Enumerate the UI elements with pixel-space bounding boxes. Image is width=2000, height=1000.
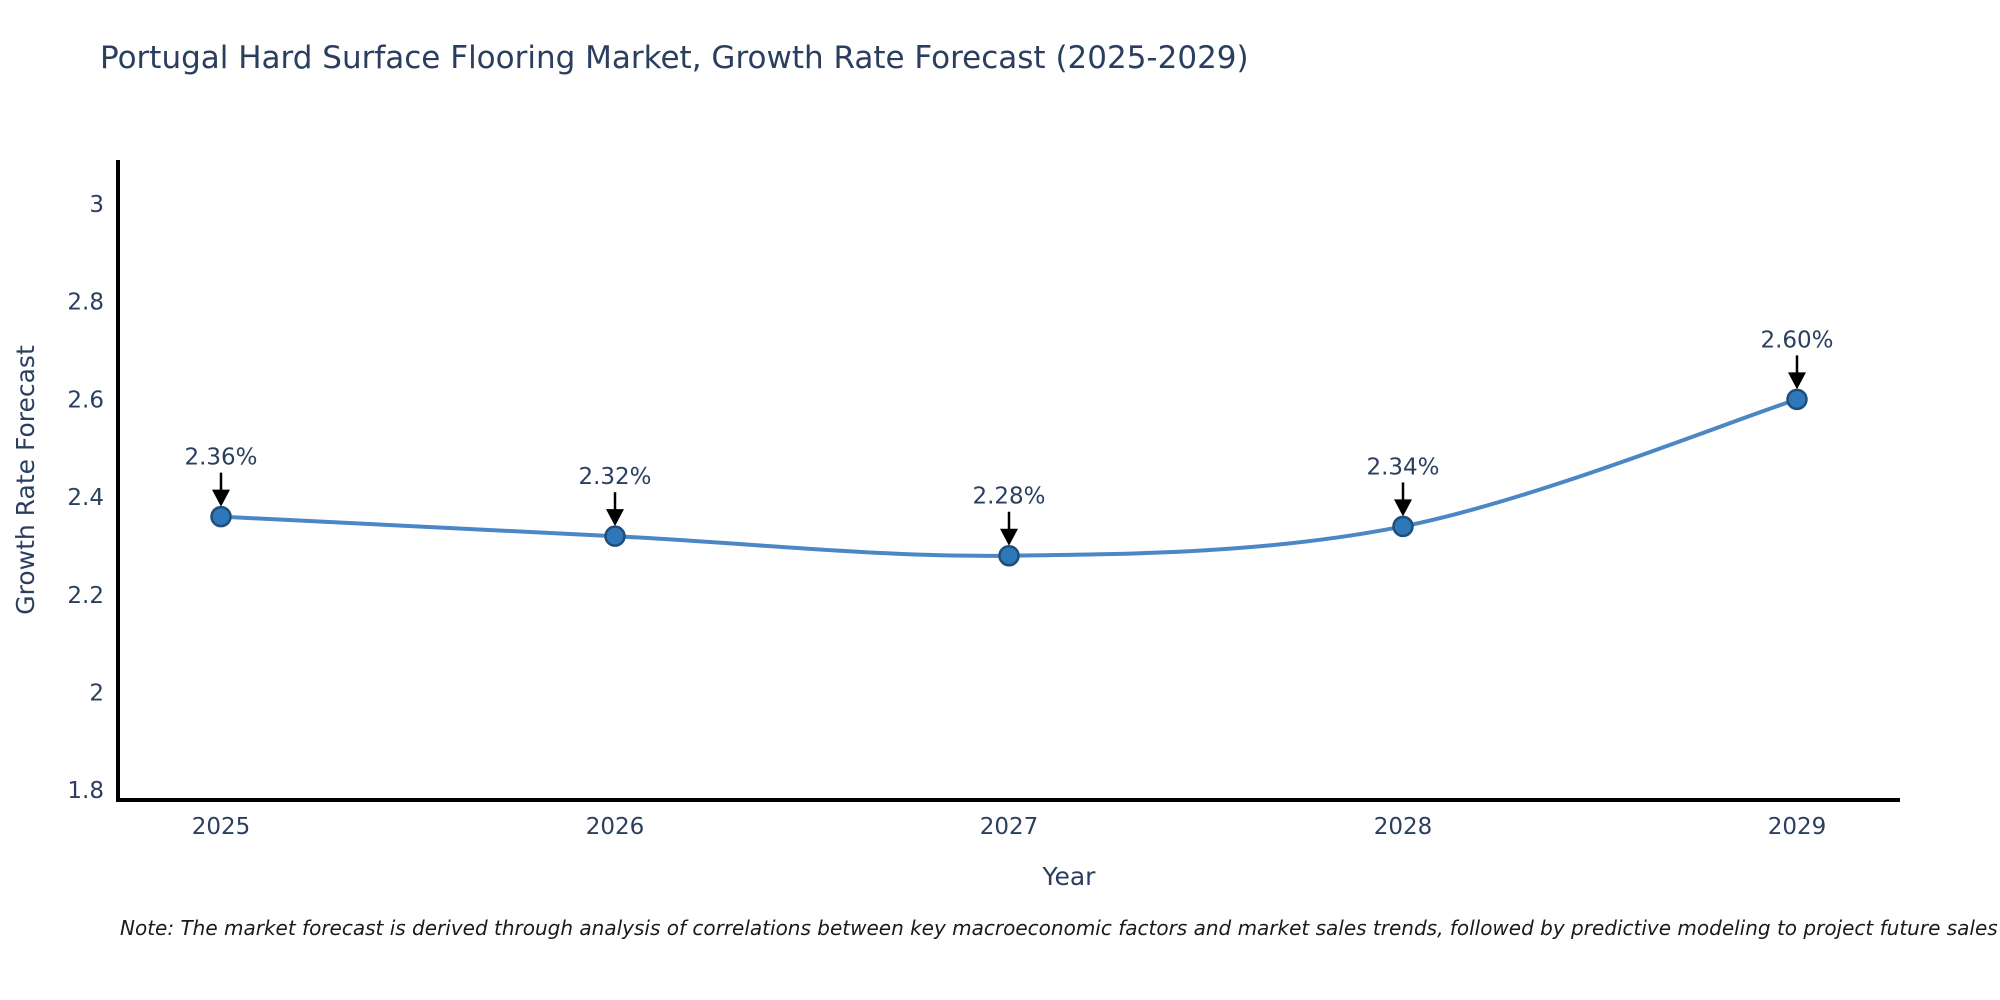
annotation-arrowhead [606,509,624,527]
data-point-2025[interactable] [210,505,232,528]
footnote: Note: The market forecast is derived thr… [120,916,1998,940]
data-point-2028[interactable] [1392,515,1414,538]
y-tick-label: 3 [89,192,104,218]
annotation-arrowhead [1000,528,1018,546]
annotation-label: 2.60% [1760,327,1833,353]
x-axis-title: Year [1042,862,1097,891]
x-tick-label: 2026 [586,814,645,840]
annotation-label: 2.32% [578,464,651,490]
y-tick-label: 2.8 [67,290,104,316]
y-tick-label: 2 [89,681,104,707]
data-point-2027[interactable] [998,544,1020,567]
x-tick-label: 2027 [980,814,1039,840]
y-tick-label: 1.8 [67,778,104,804]
data-point-2029[interactable] [1786,388,1808,411]
annotation-label: 2.34% [1366,454,1439,480]
chart-title: Portugal Hard Surface Flooring Market, G… [100,40,1249,76]
data-point-2026[interactable] [604,525,626,547]
annotation-label: 2.36% [184,445,257,471]
annotation-arrowhead [1788,372,1806,390]
annotation-label: 2.28% [972,484,1045,510]
annotation-arrowhead [212,489,230,507]
x-tick-label: 2025 [192,814,251,840]
y-tick-label: 2.2 [67,583,104,609]
x-tick-label: 2029 [1768,814,1827,840]
axis-lines [116,160,1900,802]
y-tick-label: 2.4 [67,485,104,511]
x-tick-label: 2028 [1374,814,1433,840]
annotation-arrowhead [1394,499,1412,517]
y-axis-title: Growth Rate Forecast [11,345,40,615]
plot-area: 1.8 2 2.2 2.4 2.6 2.8 3 2025 2026 2027 2028 2029 Yea… [11,160,1900,891]
y-tick-label: 2.6 [67,387,104,413]
